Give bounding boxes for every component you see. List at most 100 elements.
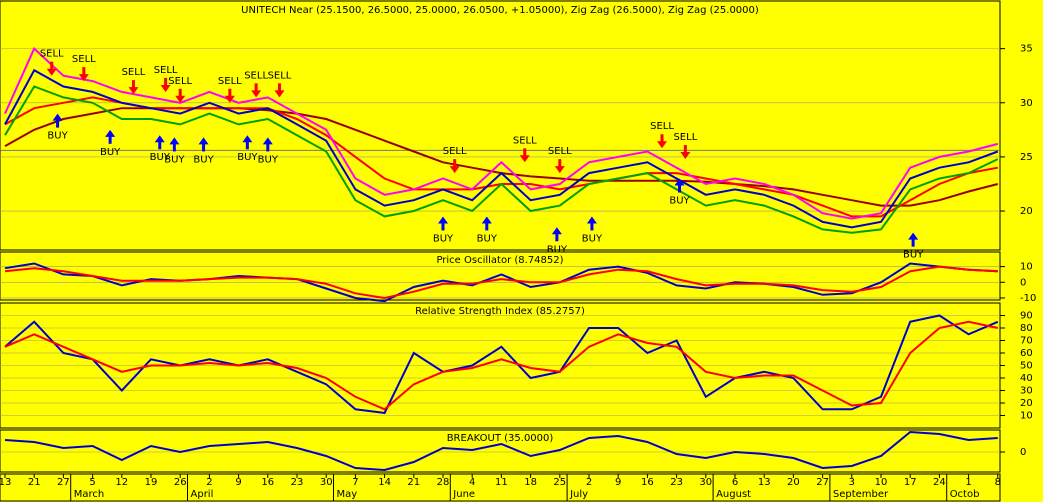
x-tick-label: 9 (615, 477, 621, 488)
signal-label: BUY (433, 233, 454, 244)
month-label: August (716, 489, 751, 500)
signal-arrow (224, 88, 235, 103)
arrow-head (680, 152, 691, 160)
x-tick-label: 12 (115, 477, 128, 488)
signal-arrow (519, 148, 530, 163)
signal-label: SELL (268, 70, 292, 81)
x-tick-label: 14 (378, 477, 391, 488)
y-tick-label: 90 (1020, 311, 1033, 322)
y-tick-label: 0 (1020, 277, 1026, 288)
x-tick-label: 24 (933, 477, 946, 488)
signal-arrow (198, 137, 209, 152)
y-tick-label: 0 (1020, 447, 1026, 458)
signal-label: SELL (122, 67, 146, 78)
signal-arrow (586, 216, 597, 231)
x-tick-label: 3 (849, 477, 855, 488)
arrow-head (160, 84, 171, 92)
arrow-head (908, 232, 919, 240)
panel-title: UNITECH Near (25.1500, 26.5000, 25.0000,… (241, 5, 759, 16)
arrow-head (449, 166, 460, 174)
month-label: June (452, 489, 475, 500)
y-tick-label: 80 (1020, 323, 1033, 334)
signal-label: BUY (150, 152, 171, 163)
arrow-head (169, 137, 180, 145)
signal-label: BUY (100, 147, 121, 158)
x-tick-label: 9 (235, 477, 241, 488)
signal-arrow (52, 113, 63, 128)
arrow-head (657, 141, 667, 149)
signal-arrow (438, 216, 448, 231)
y-tick-label: 50 (1020, 361, 1033, 372)
x-tick-label: 8 (995, 477, 1001, 488)
x-tick-label: 27 (816, 477, 829, 488)
arrow-head (674, 178, 685, 186)
panel-frame (0, 0, 1001, 251)
y-tick-label: 10 (1020, 411, 1033, 422)
y-tick-label: 70 (1020, 336, 1033, 347)
arrow-head (52, 113, 63, 121)
series-line (4, 46, 999, 220)
x-tick-label: 7 (352, 477, 358, 488)
series-line (4, 85, 999, 234)
signal-arrow (242, 135, 253, 150)
signal-arrow (160, 77, 171, 92)
arrow-head (78, 74, 89, 82)
signal-label: SELL (168, 76, 192, 87)
x-tick-label: 17 (904, 477, 917, 488)
x-tick-label: 11 (495, 477, 508, 488)
panel-title: Relative Strength Index (85.2757) (415, 306, 585, 317)
month-label: May (337, 489, 358, 500)
signal-label: SELL (650, 121, 674, 132)
x-axis-frame (0, 473, 1001, 502)
x-tick-label: 19 (145, 477, 158, 488)
arrow-head (438, 216, 448, 224)
x-tick-label: 20 (787, 477, 800, 488)
signal-label: BUY (582, 233, 603, 244)
x-tick-label: 2 (586, 477, 592, 488)
series-line (4, 320, 999, 411)
x-tick-label: 16 (261, 477, 274, 488)
signal-label: BUY (669, 196, 690, 207)
month-label: September (833, 489, 889, 500)
signal-arrow (551, 227, 562, 242)
x-tick-label: 23 (291, 477, 304, 488)
arrow-head (262, 137, 273, 145)
y-tick-label: 20 (1020, 398, 1033, 409)
x-tick-label: 23 (670, 477, 683, 488)
signal-arrow (274, 83, 285, 98)
arrow-head (224, 95, 235, 103)
signal-label: BUY (547, 244, 568, 255)
y-tick-label: 35 (1020, 44, 1033, 55)
x-tick-label: 30 (699, 477, 712, 488)
signal-label: BUY (903, 250, 924, 261)
signal-label: BUY (477, 233, 498, 244)
arrow-head (105, 129, 116, 137)
signal-arrow (169, 137, 180, 152)
arrow-head (175, 95, 186, 103)
arrow-head (128, 87, 139, 95)
series-line (4, 430, 998, 472)
signal-arrow (105, 129, 116, 144)
x-tick-label: 10 (875, 477, 888, 488)
signal-label: SELL (513, 135, 537, 146)
arrow-head (274, 90, 285, 98)
signal-label: BUY (47, 131, 68, 142)
x-tick-label: 18 (524, 477, 537, 488)
x-tick-label: 6 (732, 477, 738, 488)
signal-label: SELL (218, 76, 242, 87)
arrow-head (481, 216, 492, 224)
arrow-head (46, 68, 57, 76)
y-tick-label: 10 (1020, 262, 1033, 273)
signal-arrow (251, 83, 262, 98)
arrow-head (586, 216, 597, 224)
signal-arrow (674, 178, 685, 193)
signal-arrow (554, 159, 565, 174)
y-tick-label: 25 (1020, 152, 1033, 163)
month-label: March (74, 489, 104, 500)
arrow-head (251, 90, 262, 98)
arrow-head (519, 155, 530, 163)
month-label: Octob (950, 489, 980, 500)
signal-label: SELL (673, 132, 697, 143)
